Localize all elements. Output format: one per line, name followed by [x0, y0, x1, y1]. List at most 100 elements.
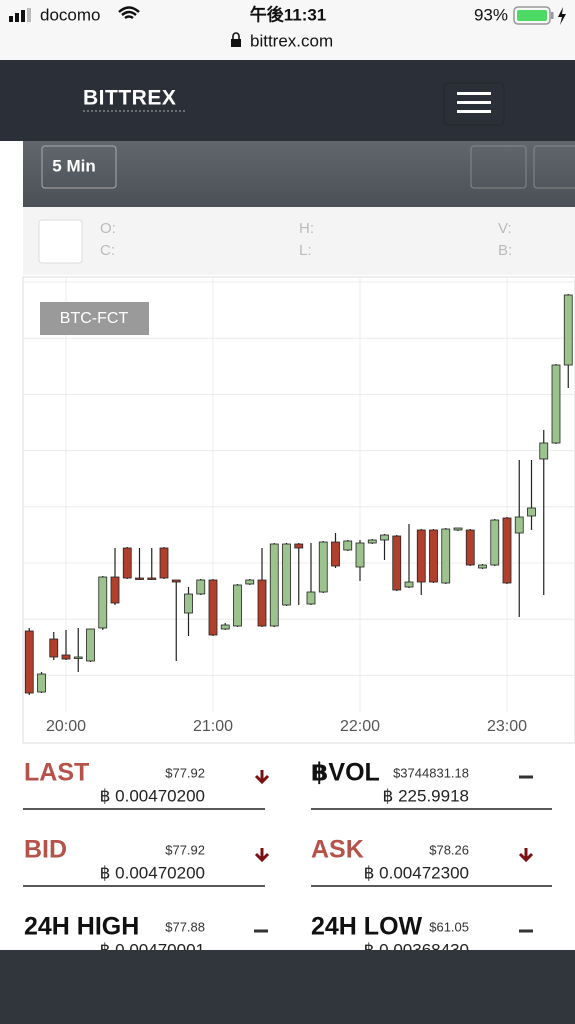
candle-body [61, 654, 71, 660]
symbol: BTC-FCT [60, 310, 129, 327]
candle-body [245, 579, 255, 585]
candle-body [269, 543, 279, 627]
candle-body [196, 579, 206, 595]
candle-body [86, 628, 95, 662]
candle-body [502, 517, 512, 584]
candle-body [551, 364, 561, 444]
stat-label: 24H HIGH [24, 913, 139, 941]
candle-body [429, 529, 438, 583]
candle-body [478, 564, 487, 569]
stat-usd: $61.05 [429, 919, 469, 934]
stat-usd: $77.92 [165, 765, 205, 780]
candle-body [343, 540, 353, 551]
stat-usd: $78.26 [429, 842, 469, 857]
stat-btc: ฿ 0.00472300 [364, 863, 469, 882]
stat-label: BID [24, 836, 67, 864]
stat-btc: ฿ 225.9918 [383, 786, 469, 805]
x-tick-label: 20:00 [46, 718, 86, 735]
ohlc-label: L: [299, 242, 312, 259]
candle-body [392, 535, 402, 591]
candle-body [490, 519, 500, 566]
candle-body [37, 673, 46, 693]
ohlc-label: H: [299, 220, 314, 237]
candle-body [306, 591, 316, 605]
x-tick-label: 22:00 [340, 718, 380, 735]
candle-body [98, 576, 108, 629]
candlestick-chart: 20:00 21:00 22:00 23:00 [24, 278, 574, 735]
menu-button[interactable] [443, 82, 505, 126]
down-arrow [254, 770, 270, 785]
candle-body [135, 577, 144, 580]
tool-button[interactable] [470, 145, 527, 189]
stat-usd: $77.88 [165, 919, 205, 934]
stat-label: 24H LOW [311, 913, 423, 941]
candle-body [514, 516, 524, 534]
candle-body [220, 624, 230, 630]
lock-icon [231, 32, 241, 47]
candle-body [465, 529, 475, 566]
candle-body [453, 527, 463, 531]
candle-body [122, 547, 132, 579]
stat-label: ฿VOL [311, 759, 380, 787]
stat-usd: $77.92 [165, 842, 205, 857]
candle-body [110, 576, 120, 604]
interval-label: 5 Min [52, 156, 95, 175]
ohlc-label: O: [100, 220, 116, 237]
stats: LAST $77.92 ฿ 0.00470200 ฿VOL $3744831.1… [23, 759, 552, 959]
stat-btc: ฿ 0.00470200 [100, 863, 205, 882]
candle-body [380, 534, 389, 541]
candle-body [257, 579, 267, 627]
tool-button[interactable] [533, 145, 575, 189]
candle-body [73, 656, 83, 659]
interval-button[interactable] [41, 145, 117, 189]
stat-usd: $3744831.18 [393, 765, 469, 780]
chart-frame [22, 276, 575, 744]
candle-body [159, 547, 169, 579]
clock: 午後11:31 [250, 4, 327, 24]
candle-body [294, 543, 304, 549]
candle-body [208, 579, 218, 636]
candle-body [49, 638, 59, 658]
x-tick-label: 23:00 [487, 718, 527, 735]
candle-body [331, 541, 340, 567]
candle-body [563, 294, 573, 366]
x-tick-label: 21:00 [193, 718, 233, 735]
battery-icon [513, 6, 566, 25]
stat-label: ASK [311, 836, 364, 864]
candle-body [147, 577, 157, 580]
carrier: docomo [40, 5, 100, 24]
candle-body [404, 581, 414, 588]
status-bar [0, 0, 575, 60]
down-arrow [254, 848, 270, 863]
ohlc-bar [23, 207, 575, 275]
candle-body [171, 579, 181, 583]
candle-body [441, 528, 451, 584]
nav-bar [0, 60, 575, 141]
bottom-bar [0, 950, 575, 1024]
ohlc-label: V: [498, 220, 512, 237]
battery-percent: 93% [474, 5, 508, 24]
candle-body [233, 584, 242, 627]
candle-body [318, 541, 328, 593]
brand[interactable]: BITTREX [83, 87, 176, 110]
candle-body [24, 630, 34, 694]
candle-body [539, 442, 549, 460]
wifi-icon [118, 6, 140, 20]
ohlc-label: C: [100, 242, 115, 259]
candle-body [184, 593, 193, 614]
candle-body [527, 507, 536, 517]
signal-icon [9, 8, 31, 22]
toolbar [23, 141, 575, 207]
candle-body [282, 543, 291, 606]
candle-body [367, 539, 377, 544]
candle-body [355, 542, 365, 568]
stat-btc: ฿ 0.00470200 [100, 786, 205, 805]
ohlc-label: B: [498, 242, 512, 259]
checkbox[interactable] [38, 219, 83, 264]
stat-label: LAST [24, 759, 89, 787]
down-arrow [518, 848, 534, 863]
url[interactable]: bittrex.com [250, 31, 333, 50]
symbol-badge [40, 302, 149, 335]
